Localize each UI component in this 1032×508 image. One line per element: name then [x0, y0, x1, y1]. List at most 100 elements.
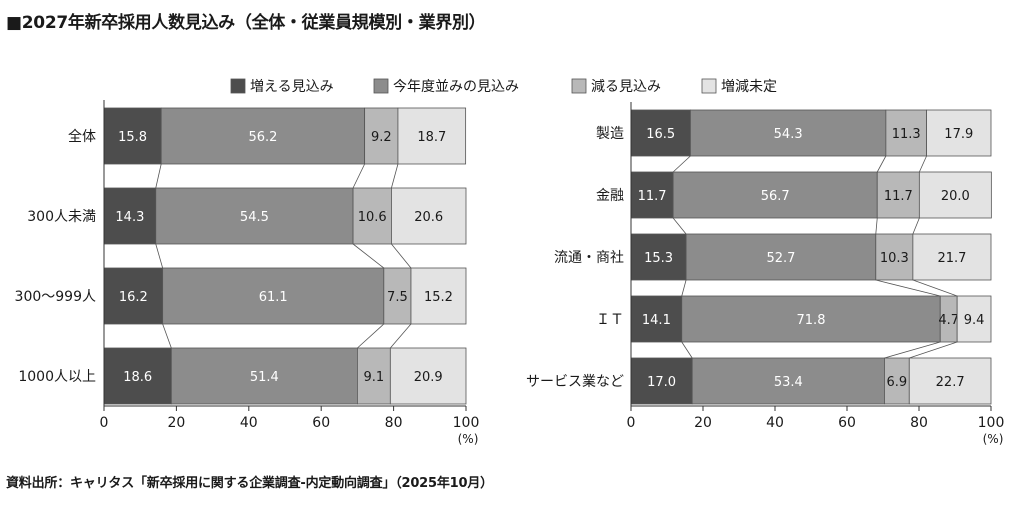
bar-segment	[397, 107, 467, 165]
data-label: 51.4	[250, 370, 279, 385]
bar-segment	[162, 267, 385, 325]
bar-segment	[630, 109, 691, 157]
data-label: 15.8	[118, 130, 147, 145]
data-label: 15.3	[644, 251, 673, 266]
connector-line	[352, 163, 366, 189]
data-label: 16.5	[646, 127, 675, 142]
bar-segment	[170, 347, 358, 405]
bar-segment	[691, 357, 885, 405]
data-label: 17.0	[647, 375, 676, 390]
connector-line	[912, 279, 958, 297]
data-label: 9.1	[364, 370, 385, 385]
data-label: 11.3	[892, 127, 921, 142]
x-tick-label: 80	[910, 415, 928, 431]
category-label: 製造	[596, 126, 624, 142]
source-note: 資料出所：キャリタス「新卒採用に関する企業調査-内定動向調査」（2025年10月…	[6, 476, 493, 491]
page-title: ■2027年新卒採用人数見込み（全体・従業員規模別・業界別）	[6, 13, 486, 33]
category-label: サービス業など	[526, 374, 624, 390]
data-label: 18.6	[123, 370, 152, 385]
bar-segment	[391, 187, 467, 245]
bar-segment	[103, 187, 157, 245]
data-label: 10.6	[358, 210, 387, 225]
legend-label-2: 減る見込み	[591, 78, 661, 95]
bar-segment	[912, 233, 992, 281]
bar-segment	[908, 357, 992, 405]
data-label: 18.7	[417, 130, 446, 145]
x-tick-label: 60	[312, 415, 330, 431]
legend: 増える見込み 今年度並みの見込み 減る見込み 増減未定	[230, 78, 777, 95]
x-unit-label: (%)	[983, 432, 1004, 446]
data-label: 61.1	[259, 290, 288, 305]
data-label: 17.9	[944, 127, 973, 142]
data-label: 71.8	[797, 313, 826, 328]
connector-line	[875, 279, 941, 297]
bar-segment	[630, 171, 674, 219]
x-tick-label: 20	[167, 415, 185, 431]
bar-segment	[352, 187, 392, 245]
connector-line	[876, 155, 887, 173]
data-label: 4.7	[938, 313, 959, 328]
data-label: 10.3	[880, 251, 909, 266]
bar-segment	[630, 295, 683, 343]
data-label: 20.0	[941, 189, 970, 204]
connector-line	[912, 217, 920, 235]
x-tick-label: 100	[978, 415, 1005, 431]
legend-label-3: 増減未定	[721, 78, 777, 95]
data-label: 20.9	[414, 370, 443, 385]
connector-line	[672, 217, 687, 235]
data-label: 54.3	[774, 127, 803, 142]
bar-segment	[956, 295, 992, 343]
connector-line	[681, 279, 687, 297]
bar-segment	[410, 267, 467, 325]
data-label: 9.2	[371, 130, 392, 145]
x-tick-label: 100	[453, 415, 480, 431]
category-label: 1000人以上	[18, 369, 96, 385]
connector-line	[672, 155, 691, 173]
bar-segment	[672, 171, 878, 219]
connector-line	[391, 163, 399, 189]
data-label: 14.1	[642, 313, 671, 328]
x-tick-label: 80	[385, 415, 403, 431]
data-label: 9.4	[964, 313, 985, 328]
data-label: 56.2	[248, 130, 277, 145]
connector-line	[155, 163, 162, 189]
bar-segment	[630, 357, 693, 405]
data-label: 7.5	[387, 290, 408, 305]
x-tick-label: 60	[838, 415, 856, 431]
data-label: 15.2	[424, 290, 453, 305]
bar-segment	[103, 347, 172, 405]
connector-line	[391, 243, 412, 269]
connector-line	[390, 323, 412, 349]
category-label: ＩＴ	[596, 312, 624, 328]
data-label: 20.6	[414, 210, 443, 225]
data-label: 11.7	[884, 189, 913, 204]
data-label: 22.7	[936, 375, 965, 390]
data-label: 16.2	[119, 290, 148, 305]
bar-segment	[884, 357, 910, 405]
connector-line	[875, 217, 878, 235]
bar-segment	[356, 347, 391, 405]
x-tick-label: 0	[100, 415, 109, 431]
data-label: 53.4	[774, 375, 803, 390]
bar-segment	[630, 233, 687, 281]
category-label: 全体	[68, 128, 96, 145]
bar-segment	[875, 233, 914, 281]
bar-segment	[383, 267, 412, 325]
x-tick-label: 0	[627, 415, 636, 431]
bar-segment	[681, 295, 941, 343]
bar-segment	[389, 347, 467, 405]
bar-segment	[885, 109, 927, 157]
legend-label-1: 今年度並みの見込み	[393, 79, 519, 95]
data-label: 11.7	[638, 189, 667, 204]
data-label: 21.7	[937, 251, 966, 266]
connector-line	[357, 323, 385, 349]
bar-segment	[690, 109, 887, 157]
legend-swatch-3	[701, 78, 717, 94]
chart-panel-size: 全体 15.8 56.2 9.2 18.7 300人未満 14.3 54.5 10.6 20.6 3…	[15, 100, 480, 446]
legend-swatch-0	[230, 78, 246, 94]
connector-line	[884, 341, 941, 359]
bar-segment	[103, 267, 164, 325]
category-label: 流通・商社	[554, 250, 624, 266]
connector-line	[681, 341, 693, 359]
